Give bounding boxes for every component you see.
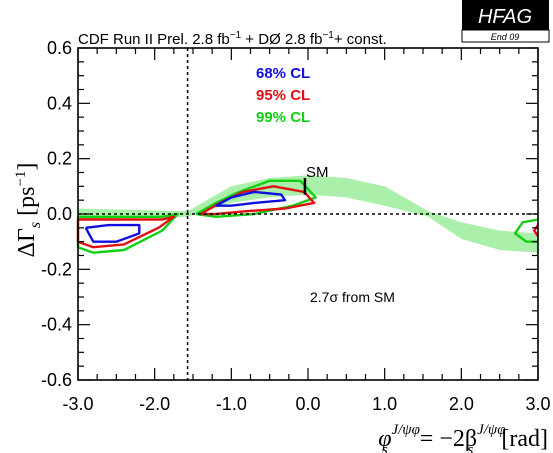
hfag-badge-sub-box xyxy=(461,29,550,43)
contour-95-cl-4 xyxy=(76,215,176,249)
x-tick-label: 0.0 xyxy=(295,394,320,414)
y-tick-label: 0.2 xyxy=(47,149,72,169)
hfag-badge-name: HFAG xyxy=(478,6,532,28)
hfag-badge-box xyxy=(462,0,549,30)
y-tick-label: -0.4 xyxy=(41,315,72,335)
sm-label: SM xyxy=(306,164,329,181)
contour-99-cl-6 xyxy=(513,218,539,243)
y-axis-label: ΔΓs[ps−1] xyxy=(13,163,44,258)
x-tick-labels: -3.0 -2.0 -1.0 0.0 1.0 2.0 3.0 xyxy=(62,394,550,414)
contour-68-cl-5 xyxy=(84,223,141,243)
y-tick-label: -0.2 xyxy=(41,259,72,279)
y-tick-label: 0.4 xyxy=(47,93,72,113)
x-tick-label: 3.0 xyxy=(525,394,550,414)
axis-ticks xyxy=(77,47,539,381)
y-tick-label: 0.0 xyxy=(47,204,72,224)
hfag-badge: HFAG End 09 xyxy=(461,0,550,43)
contour-68-cl-2 xyxy=(215,190,287,207)
x-axis-label: φJ/ψφ s = −2βJ/ψφ s [rad] xyxy=(378,422,548,453)
significance-annotation: 2.7σ from SM xyxy=(310,289,395,305)
hfag-badge-sub: End 09 xyxy=(491,32,520,42)
legend: 68% CL 95% CL 99% CL xyxy=(256,65,310,126)
x-tick-label: -1.0 xyxy=(216,394,247,414)
legend-entry-99: 99% CL xyxy=(256,109,310,126)
contour-99-cl-3 xyxy=(76,212,179,254)
legend-entry-95: 95% CL xyxy=(256,87,310,104)
y-tick-labels: -0.6 -0.4 -0.2 0.0 0.2 0.4 0.6 xyxy=(41,38,72,390)
contour-95-cl-7 xyxy=(533,224,539,237)
y-tick-label: -0.6 xyxy=(41,370,72,390)
x-tick-label: -2.0 xyxy=(139,394,170,414)
chart-title: CDF Run II Prel. 2.8 fb−1 + DØ 2.8 fb−1+… xyxy=(78,30,387,48)
contour-layer xyxy=(76,179,539,254)
y-tick-label: 0.6 xyxy=(47,38,72,58)
legend-entry-68: 68% CL xyxy=(256,65,310,82)
x-tick-label: 1.0 xyxy=(372,394,397,414)
contour-99-cl-0 xyxy=(195,179,317,219)
x-tick-label: -3.0 xyxy=(62,394,93,414)
reference-lines xyxy=(78,48,538,380)
x-tick-label: 2.0 xyxy=(449,394,474,414)
